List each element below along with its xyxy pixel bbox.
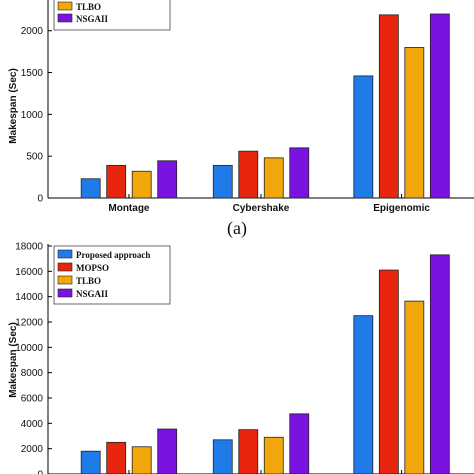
- y-tick-label: 2000: [21, 26, 44, 37]
- y-tick-label: 10000: [15, 343, 43, 354]
- x-category-label: Montage: [108, 203, 150, 214]
- legend-label: Proposed approach: [76, 250, 150, 260]
- bar-tlbo-cybershake: [263, 157, 284, 199]
- bar-tlbo-montage: [131, 446, 152, 474]
- y-tick-label: 500: [26, 152, 43, 163]
- chart-panel-b: 0 2000 4000 6000 8000 10000 12000 14000 16000 180…: [8, 242, 474, 474]
- y-tick-label: 6000: [21, 394, 44, 405]
- bar-nsgaii-cybershake: [289, 413, 310, 474]
- bar-proposed-approach-cybershake: [212, 439, 233, 474]
- bar-proposed-approach-epigenomic: [353, 315, 374, 474]
- bar-tlbo-cybershake: [263, 436, 284, 474]
- bar-proposed-approach-epigenomic: [353, 75, 374, 199]
- y-tick-label: 0: [37, 470, 43, 474]
- bar-nsgaii-cybershake: [289, 147, 310, 199]
- legend-swatch: [57, 275, 73, 285]
- legend-swatch: [57, 262, 73, 272]
- y-axis-label: Makespan (Sec): [8, 68, 19, 144]
- bar-proposed-approach-montage: [80, 450, 101, 474]
- bar-nsgaii-epigenomic: [429, 254, 450, 474]
- x-category-label: Cybershake: [233, 203, 290, 214]
- y-tick-label: 14000: [15, 292, 43, 303]
- bar-tlbo-epigenomic: [404, 300, 425, 474]
- legend-swatch: [57, 288, 73, 298]
- legend-label: NSGAII: [76, 14, 109, 24]
- bar-mopso-montage: [106, 164, 127, 199]
- legend-label: TLBO: [76, 2, 101, 12]
- bar-mopso-cybershake: [238, 429, 259, 474]
- bar-mopso-epigenomic: [378, 14, 399, 199]
- bar-nsgaii-epigenomic: [429, 13, 450, 199]
- bar-tlbo-epigenomic: [404, 47, 425, 199]
- chart-panel-a: 0 500 1000 1500 2000 Makespan (Sec) Montage Cyb…: [8, 0, 474, 239]
- y-tick-label: 12000: [15, 318, 43, 329]
- legend-swatch: [57, 249, 73, 259]
- bar-mopso-montage: [106, 441, 127, 474]
- y-tick-label: 2000: [21, 444, 44, 455]
- y-tick-label: 8000: [21, 368, 44, 379]
- bar-tlbo-montage: [131, 170, 152, 199]
- legend-label: TLBO: [76, 276, 101, 286]
- legend-label: MOPSO: [76, 263, 109, 273]
- y-axis-label: Makespan (Sec): [8, 322, 19, 398]
- bar-mopso-cybershake: [238, 150, 259, 199]
- legend-box: [53, 245, 171, 305]
- y-tick-label: 1000: [21, 110, 44, 121]
- bar-proposed-approach-montage: [80, 178, 101, 199]
- bar-nsgaii-montage: [157, 428, 178, 474]
- y-tick-label: 16000: [15, 267, 43, 278]
- legend-label: NSGAII: [76, 289, 109, 299]
- legend-swatch: [57, 1, 73, 11]
- legend-box: [53, 0, 171, 31]
- x-category-label: Epigenomic: [373, 203, 430, 214]
- y-tick-label: 1500: [21, 68, 44, 79]
- y-tick-label: 0: [37, 194, 43, 205]
- legend-swatch: [57, 13, 73, 23]
- panel-label: (a): [227, 218, 247, 239]
- bar-proposed-approach-cybershake: [212, 164, 233, 199]
- y-tick-label: 4000: [21, 419, 44, 430]
- bar-mopso-epigenomic: [378, 269, 399, 474]
- y-tick-label: 18000: [15, 242, 43, 253]
- bar-nsgaii-montage: [157, 160, 178, 199]
